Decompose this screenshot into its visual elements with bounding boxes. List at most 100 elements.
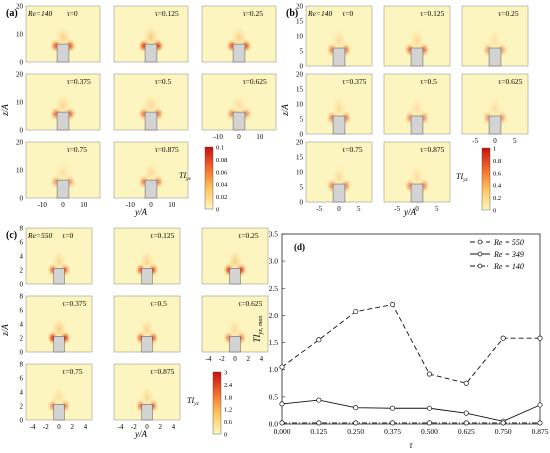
colorbar-tick-label: 1	[493, 146, 496, 153]
colorbar	[212, 371, 222, 435]
x-tick-label: -10	[214, 133, 224, 141]
legend-label: Re = 140	[493, 262, 524, 271]
y-tick-label: 5	[300, 116, 304, 124]
colorbar-tick-label: 0.6	[224, 419, 233, 426]
x-tick-label: -4	[206, 355, 212, 363]
obstacle-block	[141, 404, 153, 421]
x-tick-label: 0	[61, 201, 65, 209]
data-point	[463, 380, 469, 386]
obstacle-block	[144, 179, 158, 199]
data-point	[353, 420, 359, 426]
y-tick-label: 20	[16, 71, 24, 79]
y-tick-label: 6	[20, 239, 24, 247]
x-axis-label: y/A	[403, 207, 416, 217]
obstacle-block	[410, 47, 424, 67]
x-tick-label: 0.875	[532, 427, 549, 436]
data-point	[426, 371, 432, 377]
data-point	[279, 420, 285, 426]
tau-label: τ=0.375	[67, 77, 91, 86]
data-point	[426, 420, 432, 426]
x-tick-label: 10	[168, 201, 176, 209]
data-point	[353, 309, 359, 315]
y-tick-label: 4	[20, 389, 24, 397]
x-tick-label: 5	[435, 205, 439, 213]
tau-label: τ=0.875	[150, 367, 174, 376]
data-point	[353, 405, 359, 411]
re-label: Re=140	[307, 9, 332, 18]
y-tick-label: 10	[296, 33, 304, 41]
obstacle-block	[56, 111, 70, 131]
y-tick-label: 3.5	[269, 230, 279, 239]
panel-c: Re=550 τ=0 0 2 4 6 8 τ=0.125 τ=0.25 τ=0.375 0 2 4 6 8 τ…	[0, 225, 269, 439]
y-tick-label: 1.5	[269, 338, 279, 347]
colorbar-tick-label: 0.2	[493, 195, 501, 202]
tau-label: τ=0.375	[342, 77, 366, 86]
y-tick-label: 0	[300, 63, 304, 71]
tau-label: τ=0.375	[62, 299, 86, 308]
panel-b-label: (b)	[286, 8, 298, 19]
y-tick-label: 0	[20, 59, 24, 67]
tau-label: τ=0	[342, 9, 353, 18]
x-tick-label: 0.250	[347, 427, 364, 436]
re-label: Re=140	[27, 9, 52, 18]
legend-label: Re = 550	[493, 238, 524, 247]
data-point	[316, 397, 322, 403]
obstacle-block	[229, 336, 241, 353]
x-tick-label: -10	[38, 201, 48, 209]
y-tick-label: 2.0	[269, 311, 279, 320]
obstacle-block	[332, 183, 346, 203]
y-axis-label: z/A	[0, 324, 10, 337]
obstacle-block	[56, 43, 70, 63]
obstacle-block	[144, 43, 158, 63]
obstacle-block	[232, 43, 246, 63]
colorbar-title: TIyz	[187, 396, 200, 407]
x-tick-label: -10	[126, 201, 136, 209]
obstacle-block	[53, 268, 65, 285]
data-point	[390, 420, 396, 426]
legend-label: Re = 349	[493, 250, 524, 259]
panel-a: Re=140 τ=0 0 10 20 τ=0.125 τ=0.25 τ=0.375 0 10 20 τ…	[0, 3, 277, 217]
y-tick-label: 5	[300, 184, 304, 192]
y-tick-label: 20	[16, 139, 24, 147]
y-tick-label: 0.5	[269, 392, 279, 401]
y-tick-label: 0	[20, 195, 24, 203]
panel-c-label: (c)	[6, 230, 17, 241]
y-tick-label: 2	[20, 335, 24, 343]
obstacle-block	[410, 115, 424, 135]
legend-marker	[477, 251, 483, 257]
series-line	[281, 399, 541, 422]
x-tick-label: 0	[237, 133, 241, 141]
data-point	[463, 410, 469, 416]
data-point	[316, 420, 322, 426]
colorbar-tick-label: 2.4	[224, 382, 233, 389]
data-point	[537, 402, 543, 408]
y-tick-label: 2	[20, 267, 24, 275]
tau-label: τ=0	[62, 231, 73, 240]
x-tick-label: 0.500	[421, 427, 438, 436]
colorbar-tick-label: 1.2	[224, 407, 232, 414]
data-point	[316, 337, 322, 343]
x-tick-label: 0.750	[495, 427, 512, 436]
colorbar-tick-label: 0.04	[216, 182, 228, 189]
data-point	[426, 405, 432, 411]
x-tick-label: 0.000	[274, 427, 291, 436]
data-point	[500, 420, 506, 426]
y-tick-label: 8	[20, 293, 24, 301]
x-tick-label: -4	[30, 423, 36, 431]
plot-frame	[281, 233, 541, 425]
obstacle-block	[53, 336, 65, 353]
y-tick-label: 8	[20, 361, 24, 369]
tau-label: τ=0.625	[238, 299, 262, 308]
colorbar-tick-label: 0	[224, 432, 227, 439]
panel-a-label: (a)	[6, 8, 18, 19]
legend-marker	[477, 239, 483, 245]
y-tick-label: 0	[300, 131, 304, 139]
x-axis-label: y/A	[134, 207, 147, 217]
y-tick-label: 4	[20, 321, 24, 329]
colorbar-tick-label: 0.8	[493, 158, 501, 165]
y-tick-label: 20	[16, 3, 24, 11]
obstacle-block	[229, 268, 241, 285]
y-tick-label: 0.0	[269, 420, 279, 429]
obstacle-block	[232, 111, 246, 131]
tau-label: τ=0.5	[420, 77, 437, 86]
